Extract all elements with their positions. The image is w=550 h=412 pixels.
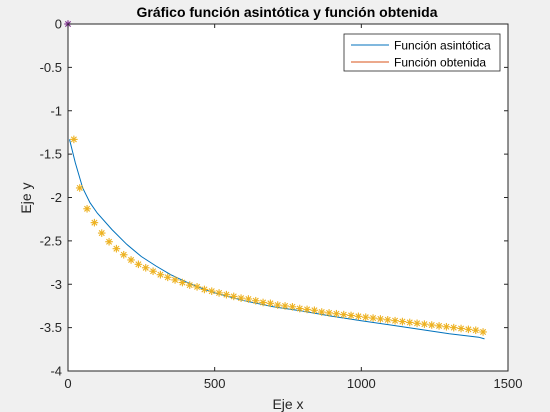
data-point-funcion-obtenida — [332, 309, 341, 318]
data-point-funcion-obtenida — [97, 229, 106, 237]
data-point-funcion-obtenida — [119, 250, 128, 259]
data-point-funcion-obtenida — [112, 244, 121, 253]
data-point-funcion-obtenida — [251, 296, 260, 305]
data-point-funcion-obtenida — [222, 290, 231, 299]
data-point-funcion-obtenida — [479, 328, 487, 336]
x-tick-label: 1500 — [494, 376, 523, 391]
legend-box — [343, 33, 501, 72]
data-point-funcion-obtenida — [215, 289, 223, 297]
data-point-funcion-obtenida — [141, 263, 150, 272]
data-point-funcion-obtenida — [383, 316, 392, 324]
data-point-funcion-obtenida — [303, 305, 311, 314]
data-point-funcion-obtenida — [391, 316, 399, 325]
data-point-funcion-obtenida — [127, 256, 135, 264]
data-point-funcion-obtenida — [134, 260, 143, 269]
data-point-funcion-obtenida — [317, 308, 326, 316]
data-point-funcion-obtenida — [325, 309, 333, 317]
chart-title: Gráfico función asintótica y función obt… — [136, 4, 437, 20]
y-axis-label: Eje y — [18, 182, 34, 213]
data-point-funcion-obtenida — [149, 267, 157, 276]
data-point-funcion-obtenida — [185, 281, 194, 289]
y-tick-label: -1 — [50, 103, 62, 118]
y-tick-label: -1.5 — [40, 147, 62, 162]
data-point-funcion-obtenida — [266, 299, 275, 308]
data-point-funcion-obtenida — [295, 304, 304, 313]
data-point-funcion-obtenida — [471, 326, 480, 335]
x-axis: 0 500 1000 1500 — [64, 24, 522, 391]
y-tick-label: -2 — [50, 190, 62, 205]
data-point-funcion-obtenida — [405, 318, 414, 327]
data-point-funcion-obtenida — [163, 273, 172, 282]
y-tick-label: 0 — [55, 17, 62, 32]
data-point-funcion-obtenida — [244, 295, 253, 303]
data-point-funcion-obtenida — [105, 237, 113, 246]
x-tick-label: 500 — [204, 376, 226, 391]
series-line-funcion-asintotica — [69, 139, 485, 340]
x-tick-label: 1000 — [347, 376, 376, 391]
data-point-funcion-obtenida — [354, 312, 363, 321]
legend: Función asintótica Función obtenida — [343, 33, 501, 72]
data-point-funcion-obtenida — [420, 320, 429, 328]
y-tick-label: -0.5 — [40, 60, 62, 75]
data-point-funcion-obtenida — [207, 287, 216, 295]
data-point-funcion-obtenida — [435, 322, 443, 330]
data-point-funcion-obtenida — [310, 306, 319, 315]
data-point-funcion-obtenida — [70, 135, 78, 144]
data-point-funcion-obtenida — [259, 298, 267, 307]
data-point-funcion-obtenida — [361, 313, 370, 322]
y-tick-label: -3 — [50, 277, 62, 292]
data-point-funcion-obtenida — [90, 218, 99, 227]
data-point-funcion-obtenida — [200, 285, 209, 294]
data-point-funcion-obtenida — [398, 317, 407, 326]
data-point-funcion-obtenida — [369, 314, 377, 322]
x-axis-label: Eje x — [272, 396, 303, 412]
series-layer — [64, 20, 487, 340]
y-tick-label: -2.5 — [40, 233, 62, 248]
data-point-funcion-obtenida — [75, 184, 84, 192]
y-tick-label: -3.5 — [40, 320, 62, 335]
data-point-funcion-obtenida — [281, 302, 289, 310]
data-point-funcion-obtenida — [347, 311, 355, 320]
data-point-funcion-obtenida — [273, 301, 282, 309]
y-axis: 0 -0.5 -1 -1.5 -2 -2.5 -3 -3.5 -4 — [40, 17, 508, 379]
data-point-funcion-obtenida — [457, 324, 465, 333]
legend-label-obtenida: Función obtenida — [394, 56, 486, 70]
data-point-funcion-obtenida — [83, 204, 91, 213]
data-point-funcion-obtenida — [156, 270, 165, 279]
data-point-funcion-obtenida — [193, 283, 201, 291]
plot-area — [68, 24, 508, 371]
data-point-funcion-obtenida — [288, 303, 297, 311]
data-point-funcion-obtenida — [464, 325, 473, 334]
data-point-funcion-obtenida — [171, 276, 179, 284]
data-point-funcion-obtenida — [449, 323, 458, 332]
data-point-funcion-obtenida — [413, 319, 421, 328]
data-point-funcion-obtenida — [339, 310, 348, 319]
data-point-funcion-obtenida — [376, 315, 385, 323]
y-tick-label: -4 — [50, 364, 62, 379]
x-tick-label: 0 — [64, 376, 71, 391]
data-point-funcion-obtenida — [178, 278, 187, 287]
legend-label-asintotica: Función asintótica — [394, 39, 491, 53]
data-point-funcion-obtenida — [229, 292, 238, 301]
data-point-funcion-obtenida — [442, 322, 451, 331]
data-point-funcion-obtenida — [237, 294, 245, 302]
data-point-funcion-obtenida — [427, 321, 436, 329]
